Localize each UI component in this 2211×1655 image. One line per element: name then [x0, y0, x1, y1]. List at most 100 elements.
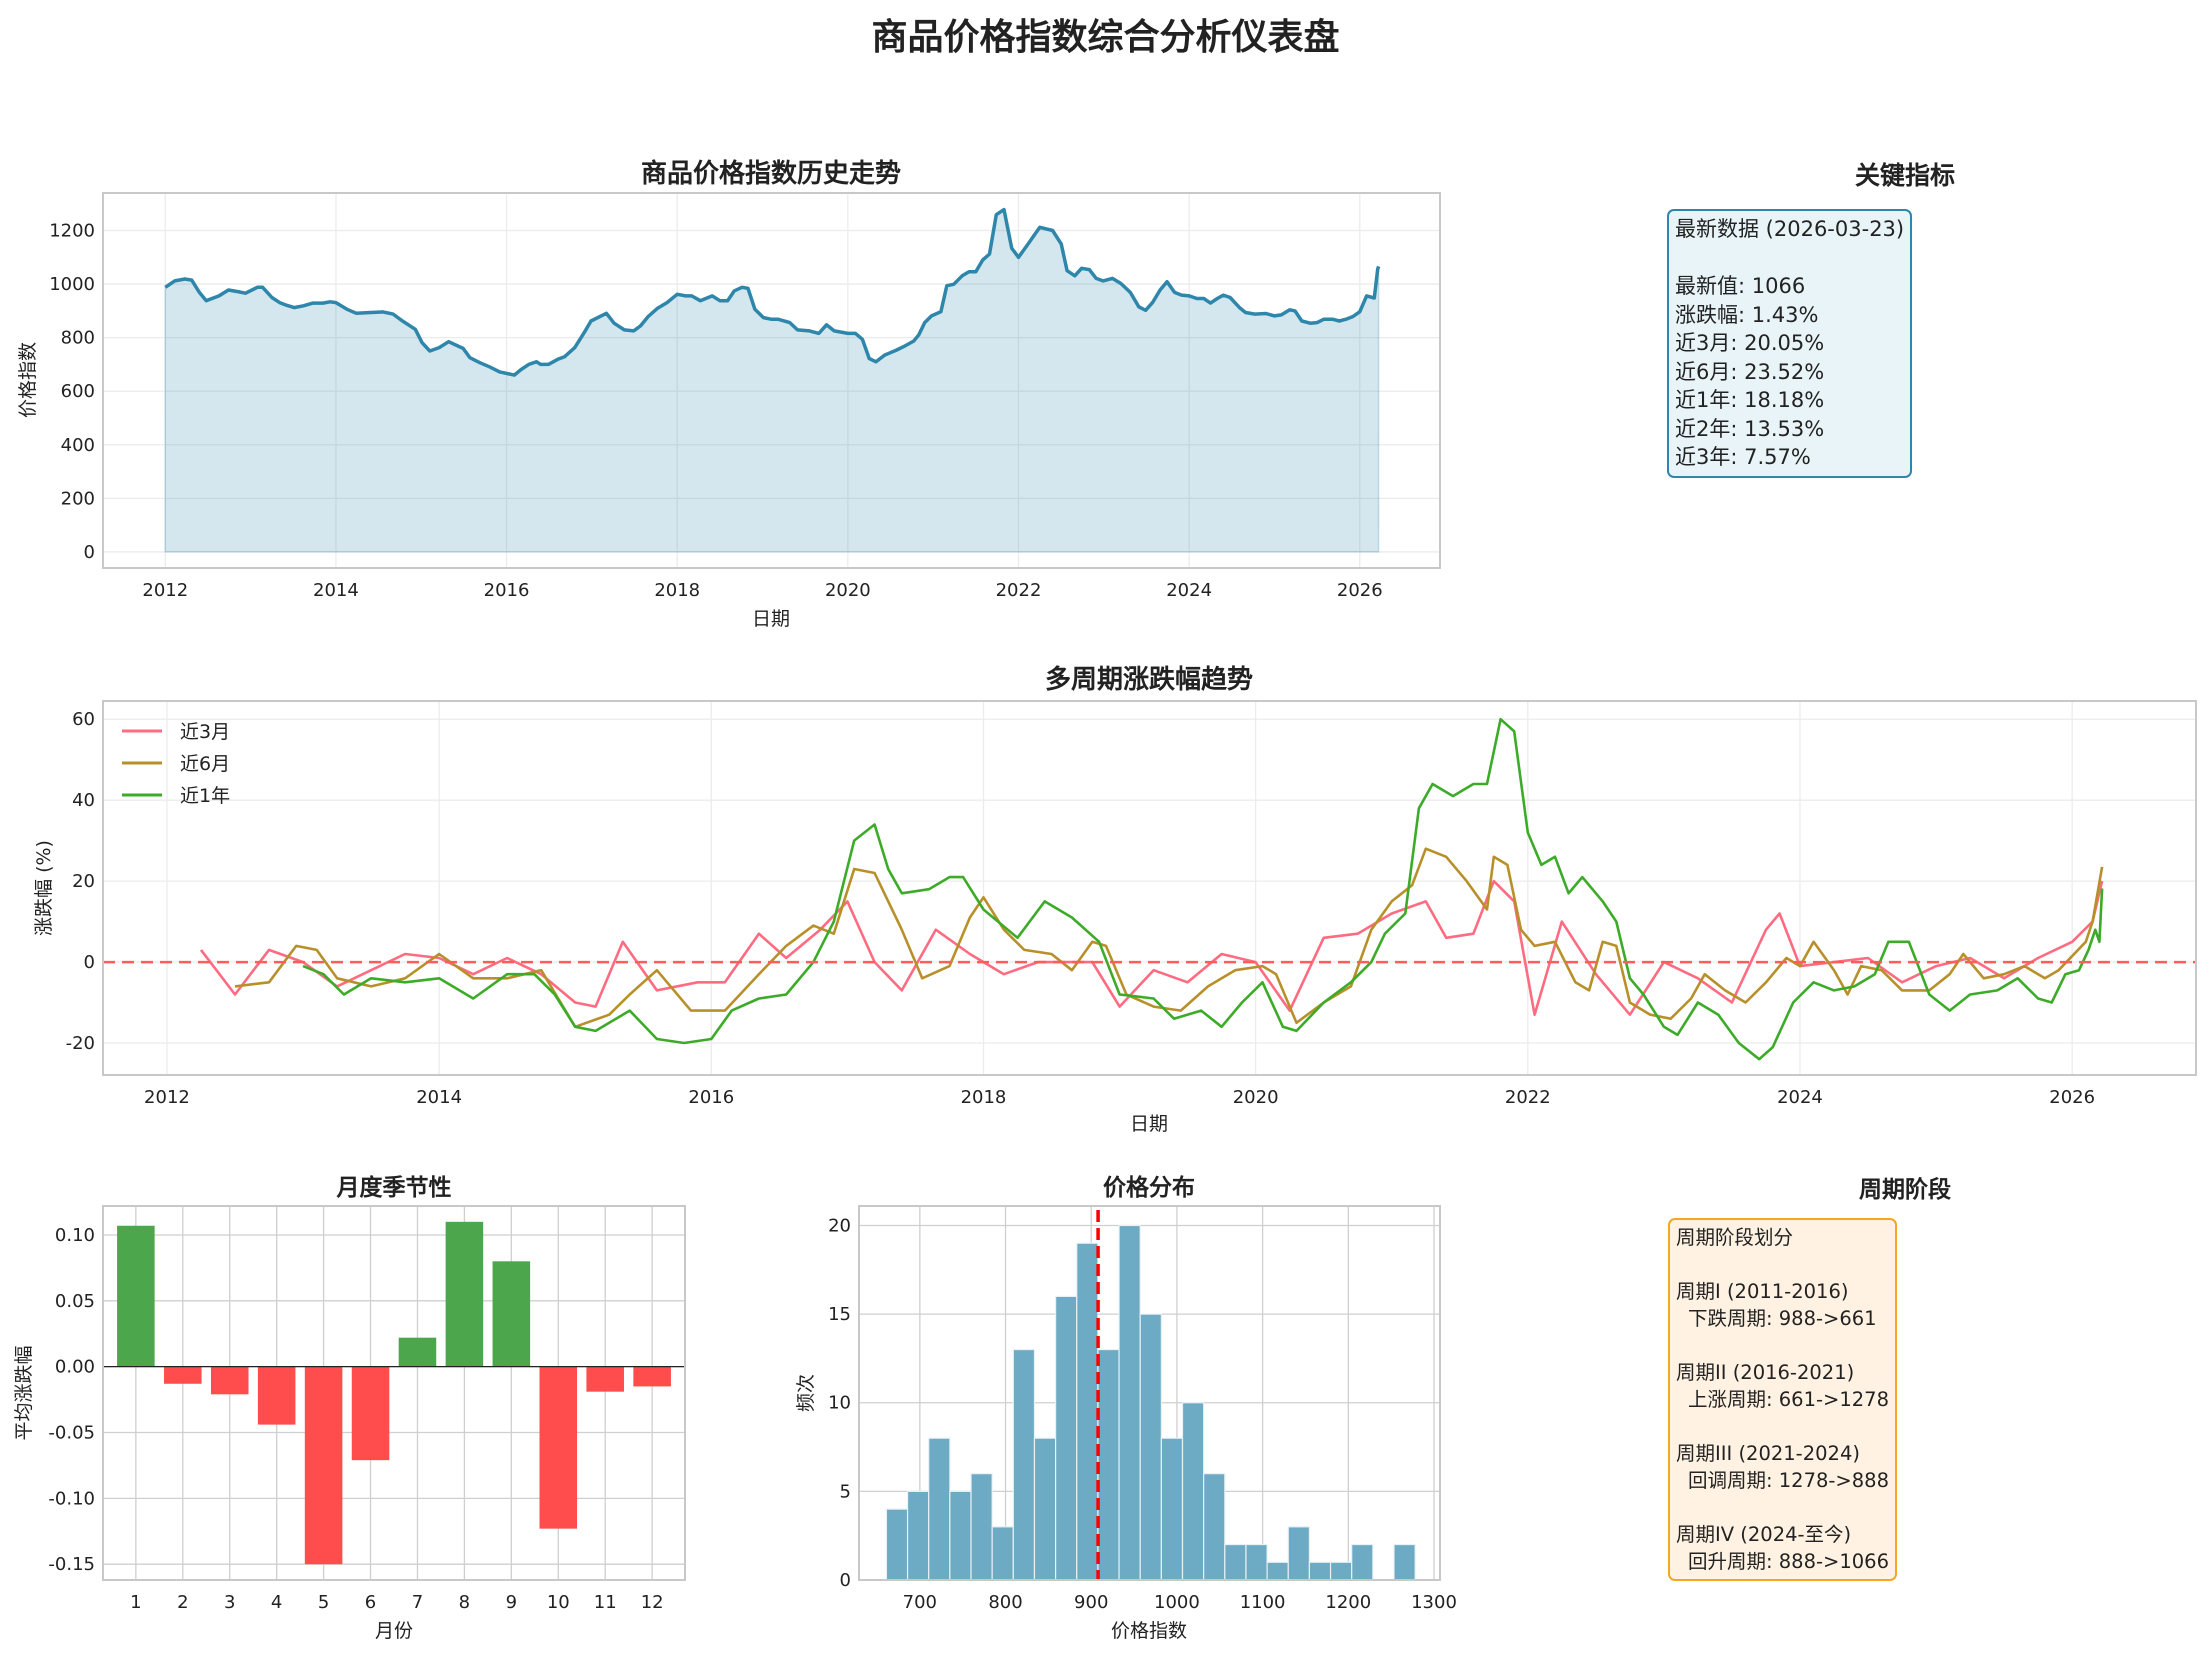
- bar-month-8: [445, 1221, 484, 1367]
- histogram-bin: [885, 1508, 909, 1581]
- series-line-2: [234, 847, 2104, 1029]
- cycle-phase-2-desc: 上涨周期: 661->1278: [1688, 1388, 1889, 1411]
- y-tick-label: -0.15: [48, 1554, 95, 1575]
- x-tick-label: 2014: [313, 580, 359, 601]
- y-tick-label: 0.05: [55, 1291, 95, 1312]
- x-tick-label: 4: [271, 1592, 282, 1613]
- histogram-bin: [970, 1473, 993, 1581]
- y-tick-label: 0: [840, 1570, 851, 1591]
- multi-period-ylabel: 涨跌幅 (%): [33, 840, 55, 936]
- y-tick-label: -20: [66, 1033, 95, 1054]
- seasonality-xlabel: 月份: [375, 1620, 413, 1642]
- y-tick-label: 0: [84, 952, 95, 973]
- histogram-bin: [928, 1437, 951, 1581]
- price-history-ylabel: 价格指数: [17, 342, 39, 418]
- metric-2y: 近2年: 13.53%: [1675, 416, 1825, 441]
- histogram-bin: [1308, 1561, 1332, 1581]
- cycle-title: 周期阶段: [1859, 1177, 1951, 1203]
- x-tick-label: 2012: [144, 1087, 190, 1108]
- bar-month-11: [586, 1366, 624, 1392]
- histogram-bin: [991, 1526, 1014, 1581]
- metric-1y: 近1年: 18.18%: [1675, 388, 1825, 412]
- histogram-bin: [1351, 1543, 1374, 1581]
- multi-period-change-chart: 2012 2014 2016 2018 2020 2022 2024 2026 -20 0 20 40…: [66, 700, 2197, 1108]
- y-tick-label: 0.10: [55, 1225, 95, 1246]
- multi-period-title: 多周期涨跌幅趋势: [1045, 665, 1253, 695]
- plot-area: [103, 701, 2196, 1075]
- cycle-phase-4-name: 周期IV (2024-至今): [1676, 1523, 1852, 1546]
- histogram-bin: [1203, 1473, 1226, 1581]
- y-tick-label: 40: [72, 790, 95, 811]
- plot-area: [103, 1206, 685, 1580]
- x-tick-label: 1: [130, 1592, 141, 1613]
- x-tick-label: 2024: [1166, 580, 1212, 601]
- spacer: [1676, 1251, 1889, 1278]
- y-tick-label: 20: [72, 871, 95, 892]
- y-tick-label: 0.00: [55, 1357, 95, 1378]
- histogram-bin: [1076, 1242, 1099, 1581]
- x-tick-label: 2014: [416, 1087, 462, 1108]
- price-history-chart: 2012 2014 2016 2018 2020 2022 2024 2026 0 200 400 6…: [49, 192, 1441, 601]
- x-tick-label: 2026: [2049, 1087, 2095, 1108]
- y-tick-label: 5: [840, 1481, 851, 1502]
- x-tick-label: 8: [459, 1592, 470, 1613]
- bar-month-7: [398, 1337, 437, 1367]
- x-tick-label: 7: [412, 1592, 423, 1613]
- y-tick-label: 20: [828, 1215, 851, 1236]
- x-tick-label: 2018: [654, 580, 700, 601]
- y-tick-label: 600: [61, 381, 95, 402]
- legend-label-3m: 近3月: [180, 721, 230, 743]
- legend: 近3月 近6月 近1年: [122, 721, 230, 807]
- histogram-bin: [1266, 1561, 1289, 1581]
- cycle-phase-4-desc: 回升周期: 888->1066: [1688, 1550, 1889, 1573]
- bar-month-1: [117, 1225, 155, 1367]
- cycle-phase-3-name: 周期III (2021-2024): [1676, 1442, 1860, 1465]
- price-history-title: 商品价格指数历史走势: [641, 158, 901, 189]
- histogram-bin: [1287, 1526, 1311, 1581]
- x-tick-label: 11: [594, 1592, 617, 1613]
- bar-month-4: [257, 1366, 296, 1425]
- distribution-title: 价格分布: [1103, 1174, 1195, 1201]
- distribution-ylabel: 频次: [795, 1374, 817, 1412]
- plot-area: [103, 193, 1440, 568]
- cycle-header: 周期阶段划分: [1676, 1226, 1794, 1249]
- histogram-bin: [1181, 1402, 1205, 1581]
- x-tick-label: 1100: [1240, 1592, 1286, 1613]
- y-tick-label: 1000: [49, 274, 95, 295]
- histogram-bin: [1012, 1348, 1036, 1581]
- price-history-xlabel: 日期: [752, 608, 790, 630]
- histogram-bin: [1224, 1543, 1247, 1581]
- bar-month-10: [539, 1366, 578, 1529]
- histogram-bin: [1118, 1224, 1141, 1581]
- x-tick-label: 1000: [1154, 1592, 1200, 1613]
- x-tick-label: 2024: [1777, 1087, 1823, 1108]
- y-tick-label: 15: [828, 1304, 851, 1325]
- price-line: [164, 207, 1381, 377]
- x-tick-label: 1300: [1411, 1592, 1457, 1613]
- histogram-bin: [1139, 1313, 1162, 1581]
- key-metrics-title: 关键指标: [1854, 161, 1955, 190]
- x-tick-label: 2020: [825, 580, 871, 601]
- x-tick-label: 2016: [484, 580, 530, 601]
- metric-3m: 近3月: 20.05%: [1675, 331, 1825, 355]
- spacer: [1676, 1494, 1889, 1521]
- bar-month-2: [164, 1366, 202, 1384]
- y-tick-label: 400: [61, 435, 95, 456]
- monthly-seasonality-chart: 1 2 3 4 5 6 7 8 9 10 11 12-0.15-0.10-0.050.000.050.…: [48, 1205, 686, 1613]
- x-tick-label: 1200: [1325, 1592, 1371, 1613]
- spacer: [1675, 244, 1904, 273]
- spacer: [1676, 1413, 1889, 1440]
- x-tick-label: 2022: [1505, 1087, 1551, 1108]
- bar-month-5: [304, 1366, 343, 1565]
- y-tick-label: -0.05: [48, 1423, 95, 1444]
- cycle-phase-1-name: 周期I (2011-2016): [1676, 1280, 1849, 1303]
- x-tick-label: 2020: [1233, 1087, 1279, 1108]
- x-tick-label: 700: [903, 1592, 937, 1613]
- legend-label-1y: 近1年: [180, 785, 230, 807]
- series-line-3: [302, 717, 2104, 1061]
- histogram-bin: [906, 1490, 930, 1581]
- histogram-bin: [1393, 1543, 1416, 1581]
- metric-change: 涨跌幅: 1.43%: [1675, 302, 1819, 327]
